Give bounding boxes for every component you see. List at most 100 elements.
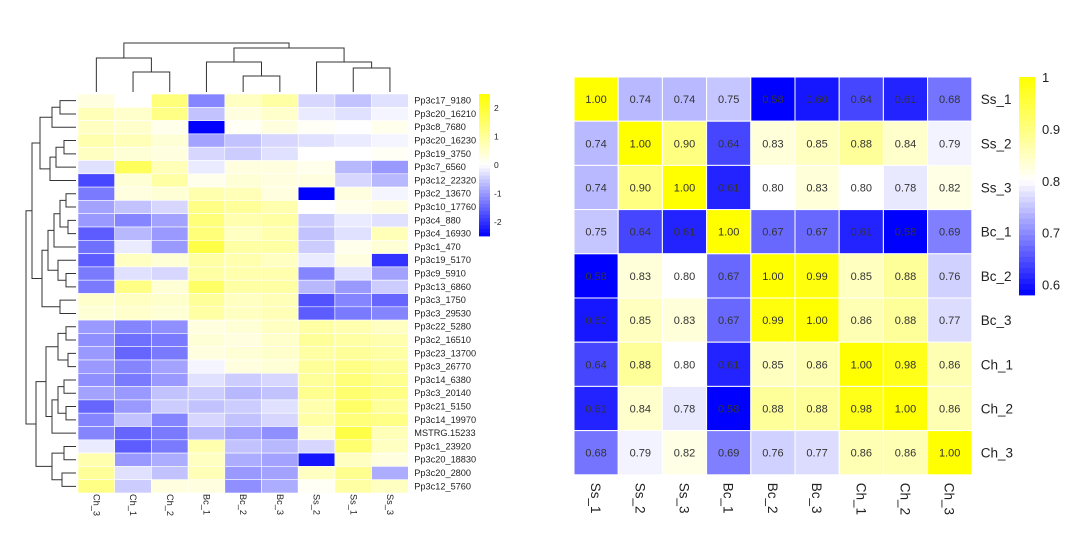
heatmap-cell: [151, 439, 189, 454]
heatmap-cell: [151, 173, 189, 188]
heatmap-cell: [114, 359, 152, 374]
legend-gradient-band: [479, 94, 490, 98]
correlation-value-label: 0.67: [762, 227, 783, 239]
correlation-value-label: 1.00: [851, 359, 872, 371]
heatmap-cell: [187, 346, 226, 361]
matrix-column-label: Ch_1: [853, 483, 868, 515]
matrix-row-label: Ch_1: [981, 357, 1013, 372]
matrix-row-label: Ss_1: [981, 92, 1012, 107]
heatmap-cell: [371, 359, 409, 374]
correlation-cell: [661, 430, 708, 476]
heatmap-cell: [261, 293, 299, 308]
dendrogram-branch: [57, 259, 76, 281]
heatmap-cell: [77, 293, 116, 308]
expression-color-legend: [479, 94, 490, 237]
correlation-cell: [617, 120, 663, 166]
column-label: Ss_3: [385, 494, 395, 515]
heatmap-cell: [151, 266, 189, 281]
heatmap-cell: [77, 200, 116, 214]
legend-gradient-band: [1019, 169, 1035, 176]
correlation-value-label: 1.00: [674, 183, 695, 195]
legend-gradient-band: [1019, 218, 1035, 225]
correlation-value-label: 0.83: [806, 183, 827, 195]
correlation-value-label: 0.61: [585, 404, 606, 416]
heatmap-cell: [77, 333, 116, 347]
heatmap-cell: [224, 399, 262, 414]
correlation-cell: [661, 253, 708, 299]
heatmap-cell: [261, 412, 299, 427]
correlation-value-label: 0.86: [851, 448, 872, 460]
heatmap-cell: [187, 253, 226, 268]
heatmap-cell: [224, 133, 262, 148]
dendrogram-branch: [41, 249, 60, 308]
heatmap-cell: [224, 452, 262, 467]
legend-gradient-band: [479, 129, 490, 134]
heatmap-cell: [371, 306, 409, 321]
heatmap-cell: [334, 200, 372, 214]
heatmap-cell: [187, 466, 226, 480]
heatmap-cell: [187, 160, 226, 175]
heatmap-cell: [224, 93, 262, 108]
heatmap-cell: [77, 399, 116, 414]
correlation-value-label: 0.64: [585, 359, 606, 371]
correlation-value-label: 0.78: [674, 404, 695, 416]
heatmap-cell: [261, 200, 299, 214]
heatmap-cell: [297, 93, 336, 108]
correlation-color-legend: [1019, 77, 1035, 296]
legend-gradient-band: [479, 111, 490, 116]
row-label: Pp3c20_16230: [414, 135, 476, 145]
heatmap-cell: [151, 240, 189, 254]
legend-gradient-band: [479, 118, 490, 123]
legend-gradient-band: [1019, 251, 1035, 258]
heatmap-cell: [297, 372, 336, 387]
legend-gradient-band: [1019, 87, 1035, 94]
heatmap-cell: [114, 213, 152, 228]
heatmap-cell: [261, 346, 299, 361]
correlation-value-label: 0.58: [585, 271, 606, 283]
heatmap-cell: [151, 479, 189, 494]
heatmap-cell: [114, 452, 152, 467]
legend-gradient-band: [1019, 120, 1035, 127]
legend-gradient-band: [479, 143, 490, 148]
heatmap-cell: [77, 359, 116, 374]
heatmap-cell: [297, 346, 336, 361]
correlation-value-label: 0.67: [718, 315, 739, 327]
heatmap-cell: [187, 439, 226, 454]
heatmap-cell: [114, 279, 152, 294]
heatmap-cell: [371, 439, 409, 454]
heatmap-cell: [77, 426, 116, 441]
correlation-value-label: 0.84: [895, 138, 916, 150]
legend-gradient-band: [1019, 109, 1035, 116]
heatmap-cell: [224, 173, 262, 188]
correlation-cell: [573, 430, 619, 476]
correlation-value-label: 0.74: [674, 94, 695, 106]
heatmap-cell: [261, 173, 299, 188]
legend-gradient-band: [1019, 240, 1035, 247]
dendrogram-branch: [65, 193, 76, 208]
heatmap-cell: [187, 359, 226, 374]
heatmap-cell: [261, 386, 299, 401]
heatmap-cell: [151, 412, 189, 427]
heatmap-cell: [151, 93, 189, 108]
heatmap-cell: [261, 426, 299, 441]
heatmap-cell: [297, 479, 336, 494]
heatmap-cell: [77, 226, 116, 241]
correlation-cell: [882, 209, 929, 255]
heatmap-cell: [151, 253, 189, 268]
heatmap-cell: [261, 279, 299, 294]
heatmap-cell: [297, 213, 336, 228]
heatmap-cell: [77, 107, 116, 121]
legend-gradient-band: [479, 172, 490, 177]
correlation-value-label: 1.00: [630, 138, 651, 150]
correlation-value-label: 0.86: [851, 315, 872, 327]
legend-gradient-band: [479, 157, 490, 162]
heatmap-cell: [224, 386, 262, 401]
legend-gradient-band: [479, 150, 490, 155]
matrix-column-label: Bc_1: [721, 483, 736, 514]
correlation-value-label: 1.00: [895, 404, 916, 416]
heatmap-cell: [187, 293, 226, 308]
legend-gradient-band: [479, 193, 490, 198]
row-label: Pp3c17_9180: [414, 96, 471, 106]
correlation-value-label: 0.83: [762, 138, 783, 150]
heatmap-cell: [297, 306, 336, 321]
